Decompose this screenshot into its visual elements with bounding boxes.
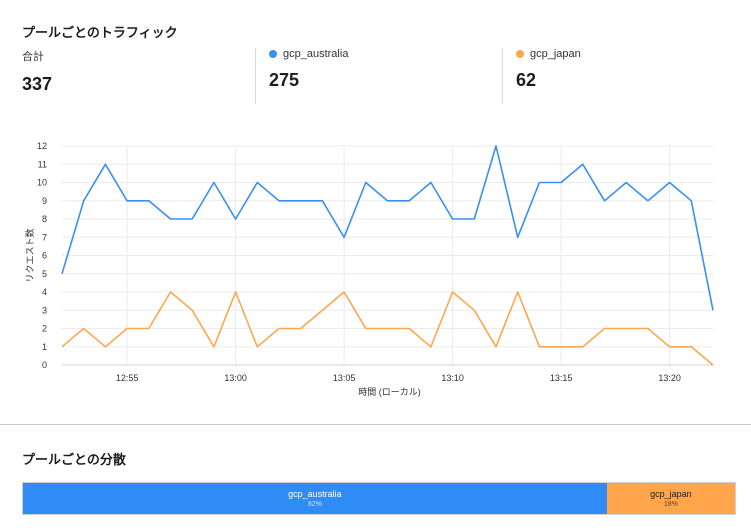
y-tick-label: 2 (42, 324, 47, 334)
y-tick-label: 1 (42, 342, 47, 352)
chart-grid (62, 145, 713, 366)
y-tick-label: 8 (42, 214, 47, 224)
y-axis-title: リクエスト数 (24, 228, 35, 282)
stat-gcp-japan-value: 62 (516, 70, 537, 90)
y-tick-label: 5 (42, 269, 47, 279)
y-tick-label: 11 (38, 159, 47, 169)
distribution-segment-gcp-australia[interactable]: gcp_australia 82% (23, 483, 607, 514)
x-tick-label: 13:05 (333, 373, 356, 383)
y-tick-label: 0 (42, 360, 47, 370)
segment-name: gcp_australia (288, 488, 342, 499)
y-tick-label: 7 (42, 232, 47, 242)
segment-name: gcp_japan (650, 488, 692, 499)
x-axis-ticks: 12:55 13:00 13:05 13:10 13:15 13:20 (116, 373, 681, 383)
x-tick-label: 12:55 (116, 373, 139, 383)
distribution-segment-gcp-japan[interactable]: gcp_japan 18% (606, 483, 735, 514)
segment-percent: 18% (663, 500, 678, 508)
x-axis-title: 時間 (ローカル) (358, 387, 421, 397)
x-tick-label: 13:00 (224, 373, 247, 383)
distribution-bar: gcp_australia 82% gcp_japan 18% (22, 482, 736, 515)
section-divider (0, 424, 751, 425)
y-tick-label: 3 (42, 305, 47, 315)
stat-total-label: 合計 (22, 48, 52, 64)
gcp-japan-dot-icon (516, 50, 524, 58)
x-tick-label: 13:15 (550, 373, 573, 383)
y-tick-label: 10 (37, 178, 47, 188)
stat-divider (502, 48, 503, 104)
x-tick-label: 13:10 (441, 373, 464, 383)
stat-divider (255, 48, 256, 104)
stat-gcp-australia: gcp_australia 275 (269, 48, 348, 104)
stat-gcp-japan: gcp_japan 62 (516, 48, 581, 104)
distribution-section-title: プールごとの分散 (22, 452, 126, 467)
segment-percent: 82% (307, 500, 322, 508)
y-tick-label: 6 (42, 251, 47, 261)
x-tick-label: 13:20 (658, 373, 681, 383)
stat-gcp-australia-label: gcp_australia (269, 48, 348, 60)
chart-series (61, 145, 714, 366)
series-line-gcp-japan (61, 291, 714, 366)
stat-gcp-japan-label: gcp_japan (516, 48, 581, 60)
stat-total-value: 337 (22, 74, 53, 94)
stat-total-label-text: 合計 (22, 51, 44, 63)
y-tick-label: 12 (37, 141, 47, 151)
gcp-australia-dot-icon (269, 50, 277, 58)
stat-gcp-japan-label-text: gcp_japan (530, 48, 581, 60)
series-line-gcp-australia (61, 145, 714, 311)
y-tick-label: 9 (42, 196, 47, 206)
stat-total: 合計 337 (22, 48, 52, 104)
stat-gcp-australia-label-text: gcp_australia (283, 48, 349, 60)
traffic-section-title: プールごとのトラフィック (22, 25, 178, 40)
stat-gcp-australia-value: 275 (269, 70, 300, 90)
y-tick-label: 4 (42, 287, 47, 297)
